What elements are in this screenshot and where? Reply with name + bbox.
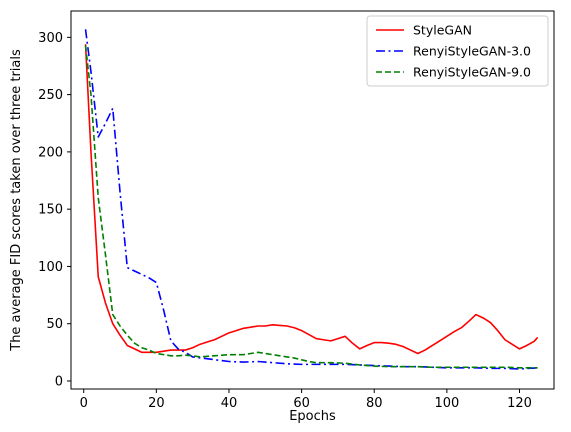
x-tick-label: 20 <box>148 396 165 411</box>
ticks: 0 20 40 60 80 100 120 0 50 100 150 200 250 300 <box>38 31 532 411</box>
x-tick-label: 60 <box>293 396 310 411</box>
x-tick-label: 40 <box>221 396 238 411</box>
x-axis-label: Epochs <box>289 409 336 424</box>
axes <box>70 10 555 390</box>
y-tick-label: 150 <box>38 203 63 218</box>
series-line-1 <box>84 44 539 355</box>
y-axis-label: The average FID scores taken over three … <box>9 49 24 352</box>
legend: StyleGAN RenyiStyleGAN-3.0 RenyiStyleGAN-9… <box>366 15 549 87</box>
x-tick-label: 80 <box>366 396 383 411</box>
y-tick-label: 100 <box>38 260 63 275</box>
y-tick-label: 300 <box>38 31 63 46</box>
x-tick-label: 0 <box>80 396 88 411</box>
x-tick-label: 100 <box>434 396 459 411</box>
legend-label-1: StyleGAN <box>413 23 472 38</box>
series-line-2 <box>84 29 538 370</box>
legend-label-3: RenyiStyleGAN-9.0 <box>413 65 531 80</box>
legend-label-2: RenyiStyleGAN-3.0 <box>413 44 531 59</box>
series-layer <box>84 29 539 370</box>
y-tick-label: 250 <box>38 88 63 103</box>
plot-frame <box>70 10 555 390</box>
x-tick-label: 120 <box>507 396 532 411</box>
y-tick-label: 50 <box>46 317 63 332</box>
y-tick-label: 0 <box>55 374 63 389</box>
legend-box <box>366 15 549 87</box>
series-line-3 <box>84 45 538 369</box>
y-tick-label: 200 <box>38 145 63 160</box>
